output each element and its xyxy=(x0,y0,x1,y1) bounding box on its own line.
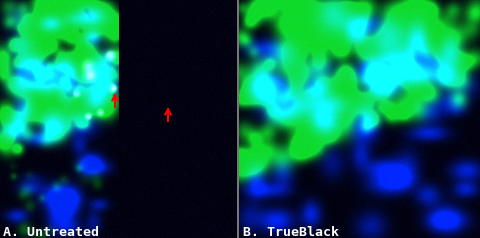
Text: A. Untreated: A. Untreated xyxy=(3,226,99,238)
Text: B. TrueBlack: B. TrueBlack xyxy=(243,226,339,238)
